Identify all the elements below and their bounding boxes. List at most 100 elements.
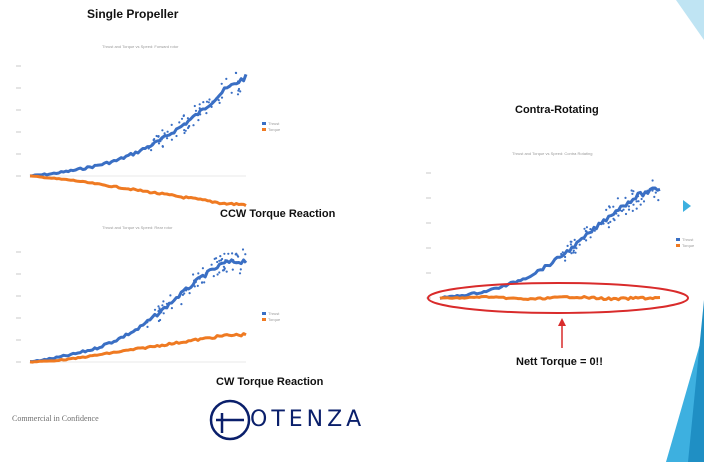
- data-point: [162, 136, 165, 139]
- data-point: [192, 124, 195, 127]
- data-point: [654, 191, 657, 194]
- data-point: [241, 248, 245, 251]
- data-point: [616, 197, 620, 200]
- data-point: [193, 279, 196, 282]
- legend-label: Torque: [682, 243, 695, 248]
- data-point: [244, 253, 247, 256]
- data-point: [236, 254, 239, 257]
- legend-swatch: [262, 312, 266, 315]
- data-point: [198, 103, 201, 106]
- data-point: [642, 200, 646, 203]
- potenza-logo: OTENZA: [208, 398, 418, 442]
- data-point: [630, 189, 633, 192]
- data-point: [198, 277, 201, 280]
- data-point: [646, 189, 649, 192]
- data-point: [578, 243, 581, 246]
- data-point: [204, 272, 207, 275]
- chart-title-rear: Thrust and Torque vs Speed: Rear rotor: [102, 225, 173, 230]
- data-point: [211, 100, 214, 103]
- data-point: [579, 239, 582, 242]
- legend-swatch: [676, 238, 680, 241]
- data-point: [194, 280, 197, 283]
- legend-label: Thrust: [268, 311, 280, 316]
- y-tick: [426, 222, 431, 224]
- data-point: [575, 247, 578, 250]
- data-point: [632, 190, 635, 193]
- series-line-thrust: [29, 73, 248, 178]
- data-point: [602, 222, 605, 225]
- data-point: [627, 205, 631, 208]
- data-point: [196, 284, 199, 287]
- data-point: [205, 112, 208, 115]
- data-point: [202, 101, 205, 104]
- legend-swatch: [262, 122, 266, 125]
- data-point: [193, 104, 196, 108]
- data-point: [620, 209, 624, 213]
- data-point: [155, 134, 158, 138]
- data-point: [178, 121, 181, 124]
- data-point: [560, 252, 563, 256]
- data-point: [170, 123, 173, 126]
- data-point: [208, 98, 211, 101]
- data-point: [171, 131, 174, 134]
- data-point: [569, 240, 572, 243]
- y-tick: [16, 317, 21, 319]
- data-point: [198, 107, 201, 110]
- data-point: [572, 249, 575, 252]
- data-point: [657, 199, 660, 202]
- data-point: [183, 292, 186, 295]
- data-point: [186, 117, 189, 120]
- data-point: [629, 200, 633, 203]
- data-point: [219, 255, 222, 258]
- data-point: [200, 281, 204, 284]
- data-point: [162, 300, 165, 303]
- data-point: [181, 293, 184, 296]
- data-point: [223, 267, 226, 270]
- data-point: [631, 192, 634, 195]
- series-line-thrust: [29, 258, 248, 364]
- data-point: [158, 307, 161, 310]
- data-point: [157, 135, 160, 138]
- y-tick: [16, 153, 21, 155]
- legend-label: Torque: [268, 127, 281, 132]
- data-point: [230, 91, 233, 94]
- series-line-torque: [439, 295, 661, 302]
- y-tick: [426, 247, 431, 249]
- data-point: [184, 129, 187, 132]
- data-point: [233, 82, 236, 85]
- data-point: [617, 214, 620, 217]
- data-point: [147, 147, 150, 150]
- y-tick: [16, 109, 21, 111]
- accent-arrow: [683, 200, 691, 212]
- data-point: [238, 272, 242, 275]
- data-point: [598, 222, 601, 225]
- data-point: [194, 109, 198, 112]
- contra-rotating-heading: Contra-Rotating: [515, 104, 599, 116]
- data-point: [182, 114, 185, 118]
- data-point: [615, 212, 618, 215]
- data-point: [225, 77, 228, 80]
- data-point: [220, 96, 224, 99]
- data-point: [212, 275, 215, 278]
- data-point: [183, 122, 186, 125]
- data-point: [158, 308, 161, 312]
- data-point: [152, 138, 155, 142]
- data-point: [607, 226, 611, 229]
- data-point: [183, 131, 186, 135]
- y-tick: [426, 172, 431, 174]
- data-point: [218, 271, 221, 274]
- legend-swatch: [676, 244, 680, 247]
- data-point: [210, 263, 213, 266]
- data-point: [566, 244, 569, 247]
- data-point: [185, 289, 188, 292]
- data-point: [188, 292, 191, 295]
- legend-label: Thrust: [682, 237, 694, 242]
- data-point: [193, 285, 196, 288]
- y-tick: [16, 131, 21, 133]
- data-point: [569, 243, 573, 246]
- data-point: [231, 268, 234, 271]
- data-point: [162, 306, 165, 309]
- data-point: [235, 71, 238, 75]
